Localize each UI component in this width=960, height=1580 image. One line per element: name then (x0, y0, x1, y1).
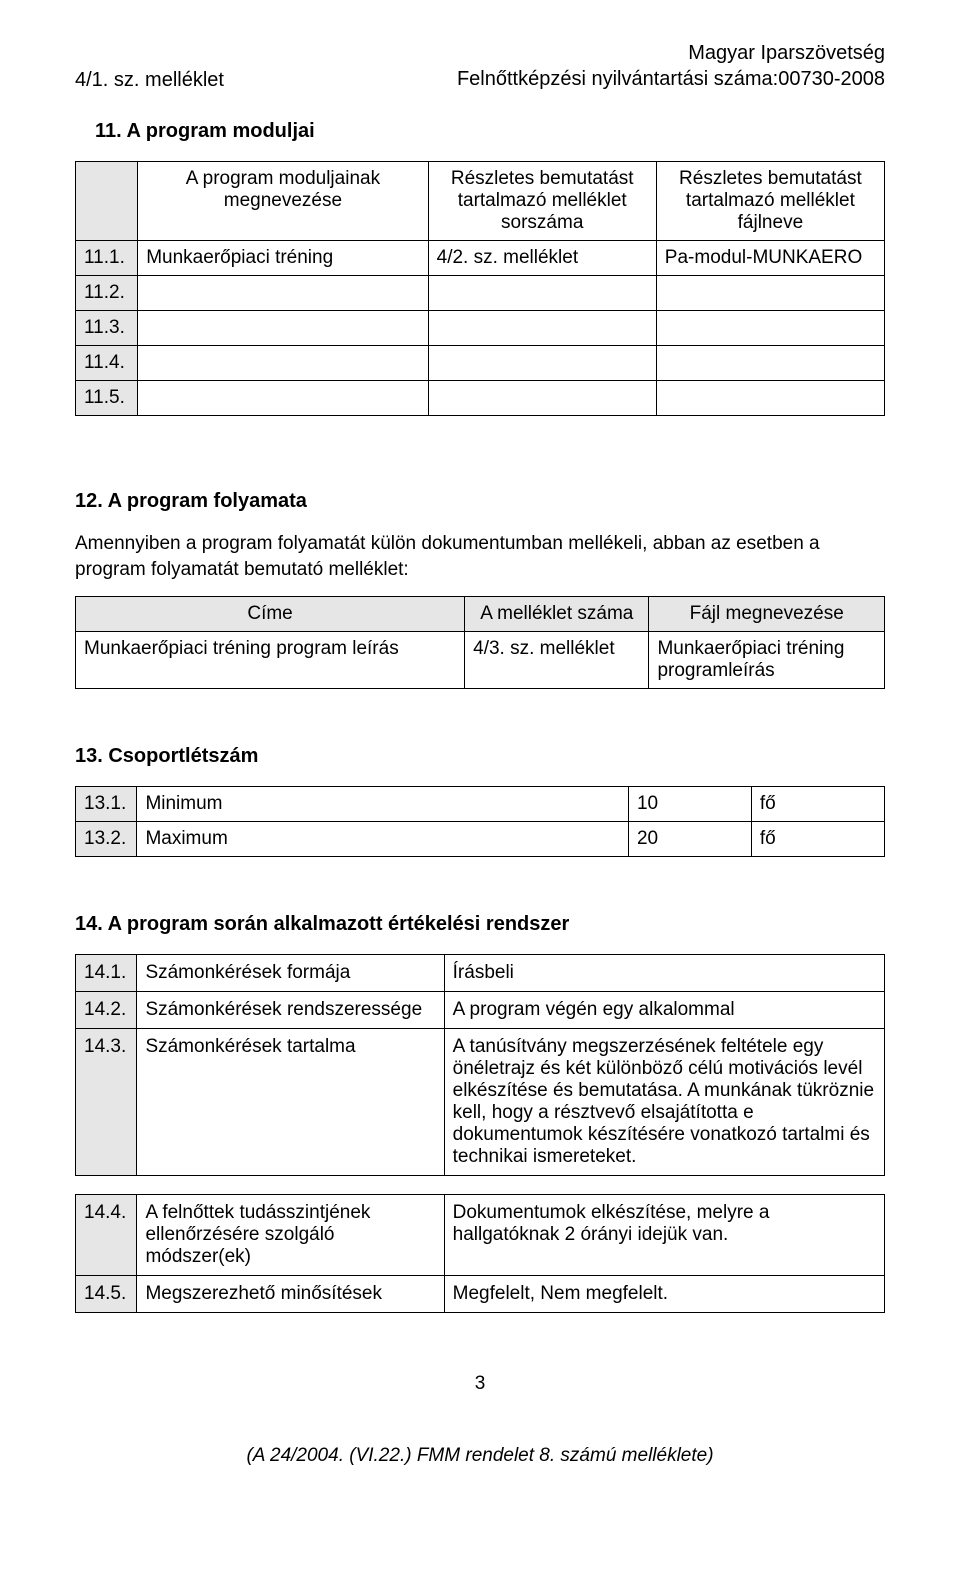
row-num: 14.2. (76, 992, 137, 1029)
row-label: Számonkérések rendszeressége (137, 992, 444, 1029)
row-name (138, 346, 428, 381)
row-value: Írásbeli (444, 955, 884, 992)
table-row: Munkaerőpiaci tréning program leírás 4/3… (76, 632, 885, 689)
section-13-title: 13. Csoportlétszám (75, 745, 885, 768)
table-row: 14.2. Számonkérések rendszeressége A pro… (76, 992, 885, 1029)
table-row: 13.1. Minimum 10 fő (76, 787, 885, 822)
row-num: 14.5. (76, 1276, 137, 1313)
row-num: 11.5. (76, 381, 138, 416)
footer-text: (A 24/2004. (VI.22.) FMM rendelet 8. szá… (75, 1445, 885, 1487)
row-unit: fő (751, 822, 884, 857)
row-label: A felnőttek tudásszintjének ellenőrzésér… (137, 1195, 444, 1276)
row-value: Dokumentumok elkészítése, melyre a hallg… (444, 1195, 884, 1276)
process-table: Címe A melléklet száma Fájl megnevezése … (75, 596, 885, 689)
header-left: 4/1. sz. melléklet (75, 41, 224, 92)
table-row: 11.4. (76, 346, 885, 381)
registration-number: Felnőttképzési nyilvántartási száma:0073… (457, 66, 885, 92)
section-14-title: 14. A program során alkalmazott értékelé… (75, 913, 885, 936)
row-num: 11.1. (76, 241, 138, 276)
cell-file: Munkaerőpiaci tréning programleírás (649, 632, 885, 689)
row-file (656, 311, 884, 346)
section-12-intro: Amennyiben a program folyamatát külön do… (75, 531, 885, 582)
row-name (138, 311, 428, 346)
col-seq: Részletes bemutatást tartalmazó mellékle… (428, 162, 656, 241)
col-title-cime: Címe (76, 597, 465, 632)
col-attachment-num: A melléklet száma (465, 597, 649, 632)
row-num: 14.4. (76, 1195, 137, 1276)
row-name (138, 276, 428, 311)
row-name (138, 381, 428, 416)
row-num: 13.2. (76, 822, 137, 857)
row-seq: 4/2. sz. melléklet (428, 241, 656, 276)
cell-num: 4/3. sz. melléklet (465, 632, 649, 689)
page-number: 3 (75, 1373, 885, 1395)
row-num: 14.1. (76, 955, 137, 992)
row-unit: fő (751, 787, 884, 822)
col-module-name: A program moduljainak megnevezése (138, 162, 428, 241)
row-label: Minimum (137, 787, 629, 822)
table-row: 14.3. Számonkérések tartalma A tanúsítvá… (76, 1029, 885, 1176)
table-row: 11.5. (76, 381, 885, 416)
row-seq (428, 346, 656, 381)
row-name: Munkaerőpiaci tréning (138, 241, 428, 276)
section-11-title: 11. A program moduljai (95, 120, 885, 143)
row-file (656, 346, 884, 381)
row-value: A program végén egy alkalommal (444, 992, 884, 1029)
row-file (656, 381, 884, 416)
evaluation-table-b: 14.4. A felnőttek tudásszintjének ellenő… (75, 1194, 885, 1313)
cell-cime: Munkaerőpiaci tréning program leírás (76, 632, 465, 689)
table-row: 14.5. Megszerezhető minősítések Megfelel… (76, 1276, 885, 1313)
evaluation-table-a: 14.1. Számonkérések formája Írásbeli 14.… (75, 954, 885, 1176)
row-seq (428, 381, 656, 416)
table-row: 14.1. Számonkérések formája Írásbeli (76, 955, 885, 992)
table-row: 11.1. Munkaerőpiaci tréning 4/2. sz. mel… (76, 241, 885, 276)
row-value: A tanúsítvány megszerzésének feltétele e… (444, 1029, 884, 1176)
page-header: 4/1. sz. melléklet Magyar Iparszövetség … (75, 40, 885, 92)
row-seq (428, 311, 656, 346)
table-header-row: A program moduljainak megnevezése Részle… (76, 162, 885, 241)
col-file-name: Fájl megnevezése (649, 597, 885, 632)
table-row: 11.2. (76, 276, 885, 311)
row-num: 11.3. (76, 311, 138, 346)
header-right: Magyar Iparszövetség Felnőttképzési nyil… (457, 40, 885, 92)
org-name: Magyar Iparszövetség (457, 40, 885, 66)
table-row: 14.4. A felnőttek tudásszintjének ellenő… (76, 1195, 885, 1276)
row-num: 11.4. (76, 346, 138, 381)
section-12-title: 12. A program folyamata (75, 490, 885, 513)
modules-table: A program moduljainak megnevezése Részle… (75, 161, 885, 416)
row-label: Megszerezhető minősítések (137, 1276, 444, 1313)
row-file (656, 276, 884, 311)
row-file: Pa-modul-MUNKAERO (656, 241, 884, 276)
header-empty (76, 162, 138, 241)
row-label: Maximum (137, 822, 629, 857)
row-label: Számonkérések formája (137, 955, 444, 992)
row-num: 14.3. (76, 1029, 137, 1176)
row-value: Megfelelt, Nem megfelelt. (444, 1276, 884, 1313)
row-value: 10 (628, 787, 751, 822)
table-header-row: Címe A melléklet száma Fájl megnevezése (76, 597, 885, 632)
row-num: 11.2. (76, 276, 138, 311)
table-row: 11.3. (76, 311, 885, 346)
row-value: 20 (628, 822, 751, 857)
table-row: 13.2. Maximum 20 fő (76, 822, 885, 857)
group-size-table: 13.1. Minimum 10 fő 13.2. Maximum 20 fő (75, 786, 885, 857)
row-seq (428, 276, 656, 311)
row-label: Számonkérések tartalma (137, 1029, 444, 1176)
document-page: 4/1. sz. melléklet Magyar Iparszövetség … (0, 0, 960, 1517)
col-file: Részletes bemutatást tartalmazó mellékle… (656, 162, 884, 241)
row-num: 13.1. (76, 787, 137, 822)
